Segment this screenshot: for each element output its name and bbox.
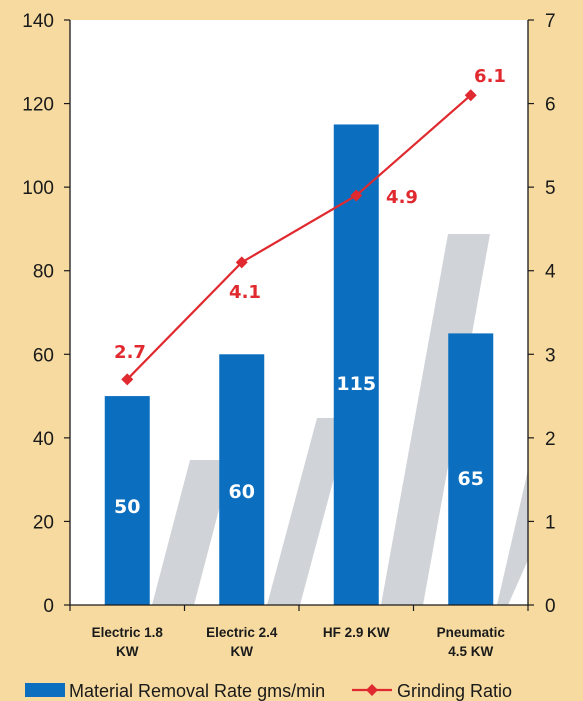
decorative-ribbon	[381, 234, 490, 605]
y-right-tick-label-0: 0	[545, 596, 556, 617]
y-left-tick-label-1: 20	[33, 512, 54, 533]
category-label-3: 4.5 KW	[448, 644, 493, 659]
legend-label-bars: Material Removal Rate gms/min	[69, 681, 325, 701]
y-left-tick-label-7: 140	[22, 11, 54, 32]
bar-1	[219, 354, 265, 605]
bar-value-label-3: 65	[458, 468, 484, 490]
legend-swatch-bars	[25, 683, 65, 697]
bar-value-label-0: 50	[114, 496, 140, 518]
y-right-tick-label-3: 3	[545, 345, 556, 366]
category-label-0: Electric 1.8	[92, 625, 164, 640]
y-left-tick-label-2: 40	[33, 429, 54, 450]
y-right-tick-label-7: 7	[545, 11, 556, 32]
legend-label-line: Grinding Ratio	[397, 681, 512, 701]
bar-3	[448, 333, 494, 605]
line-value-label-1: 4.1	[229, 282, 261, 303]
y-right-tick-label-2: 2	[545, 429, 556, 450]
y-left-tick-label-0: 0	[43, 596, 54, 617]
y-left-tick-label-4: 80	[33, 262, 54, 283]
line-series-grinding-ratio	[126, 94, 472, 381]
y-right-tick-label-1: 1	[545, 512, 556, 533]
category-label-0: KW	[116, 644, 139, 659]
line-value-label-3: 6.1	[474, 66, 506, 87]
line-point-3	[464, 89, 477, 102]
y-left-tick-label-5: 100	[22, 178, 54, 199]
bar-value-label-2: 115	[336, 373, 376, 395]
decorative-ribbon	[267, 418, 350, 605]
line-point-2	[350, 189, 363, 202]
y-right-tick-label-5: 5	[545, 178, 556, 199]
line-value-label-0: 2.7	[114, 342, 146, 363]
line-value-label-2: 4.9	[386, 187, 418, 208]
bar-value-label-1: 60	[229, 481, 255, 503]
y-left-tick-label-3: 60	[33, 345, 54, 366]
y-right-tick-label-6: 6	[545, 95, 556, 116]
y-right-tick-label-4: 4	[545, 262, 556, 283]
category-label-1: Electric 2.4	[206, 625, 278, 640]
bar-0	[104, 396, 150, 605]
decorative-ribbon	[497, 470, 528, 605]
category-label-2: HF 2.9 KW	[323, 625, 390, 640]
decorative-ribbon	[152, 460, 232, 605]
line-point-1	[235, 256, 248, 269]
legend-marker-grinding	[366, 684, 378, 696]
category-label-1: KW	[231, 644, 254, 659]
category-label-3: Pneumatic	[437, 625, 506, 640]
line-point-0	[121, 373, 134, 386]
y-left-tick-label-6: 120	[22, 95, 54, 116]
